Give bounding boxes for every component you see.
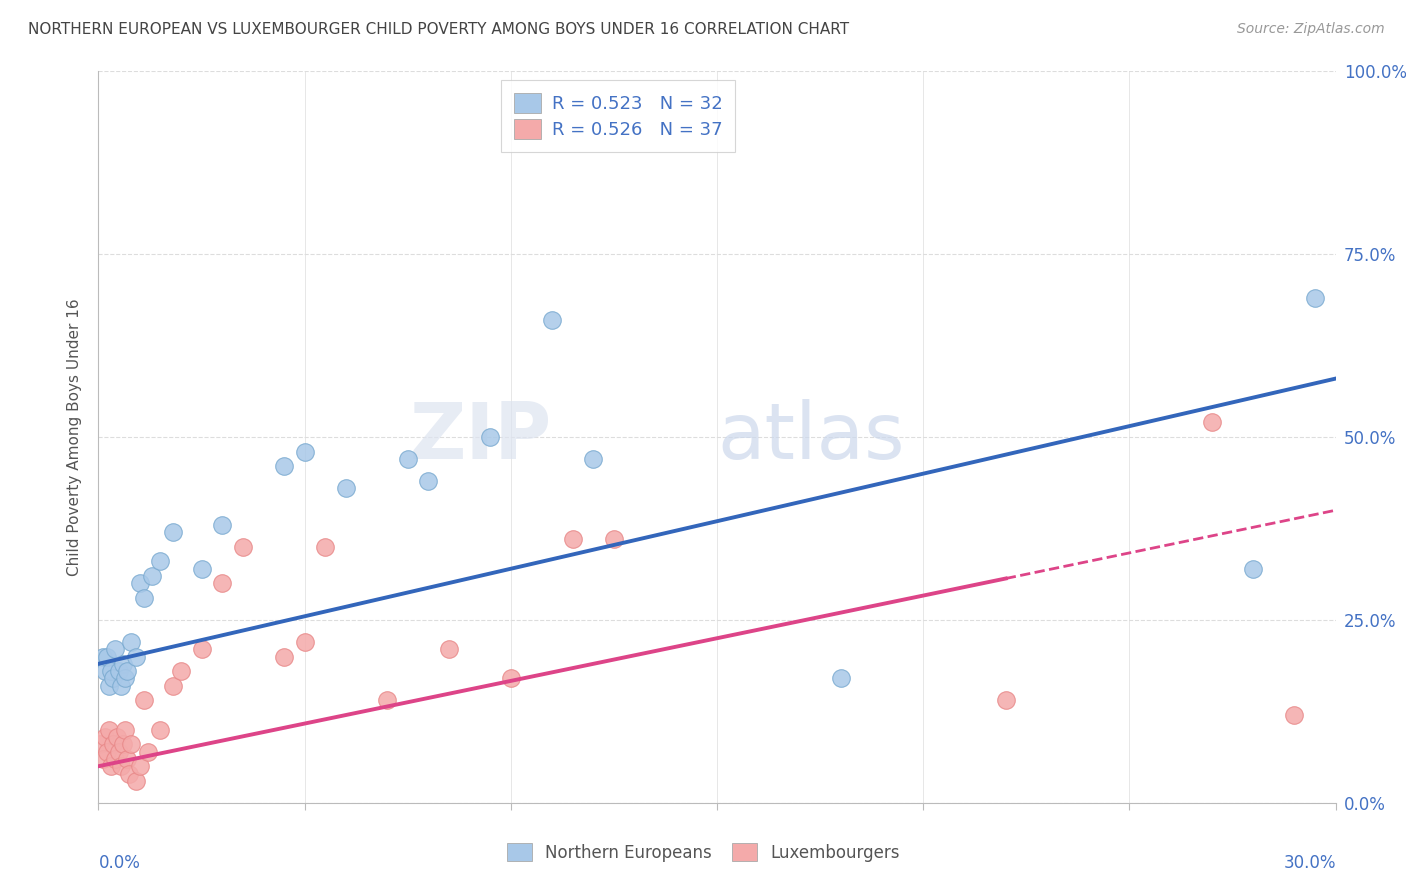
Point — [418, 474, 440, 488]
Point — [96, 745, 118, 759]
Point — [132, 693, 155, 707]
Point — [582, 452, 605, 467]
Text: Source: ZipAtlas.com: Source: ZipAtlas.com — [1237, 22, 1385, 37]
Point — [93, 730, 115, 744]
Point — [96, 649, 118, 664]
Point — [190, 642, 212, 657]
Point — [396, 452, 419, 467]
Point — [93, 664, 115, 678]
Point — [830, 672, 852, 686]
Point — [335, 481, 357, 495]
Point — [211, 576, 233, 591]
Point — [479, 430, 502, 444]
Point — [114, 672, 136, 686]
Point — [89, 737, 111, 751]
Point — [1303, 291, 1326, 305]
Point — [105, 730, 128, 744]
Point — [112, 737, 135, 751]
Point — [101, 737, 124, 751]
Point — [499, 672, 522, 686]
Point — [108, 745, 131, 759]
Point — [100, 759, 122, 773]
Point — [117, 752, 139, 766]
Point — [273, 459, 295, 474]
Point — [190, 562, 212, 576]
Legend: Northern Europeans, Luxembourgers: Northern Europeans, Luxembourgers — [498, 835, 908, 871]
Point — [128, 576, 150, 591]
Text: 0.0%: 0.0% — [98, 854, 141, 872]
Point — [136, 745, 159, 759]
Point — [1284, 708, 1306, 723]
Point — [91, 752, 114, 766]
Text: ZIP: ZIP — [409, 399, 553, 475]
Point — [104, 642, 127, 657]
Point — [91, 649, 114, 664]
Legend: R = 0.523   N = 32, R = 0.526   N = 37: R = 0.523 N = 32, R = 0.526 N = 37 — [501, 80, 735, 152]
Point — [211, 517, 233, 532]
Point — [170, 664, 193, 678]
Text: 30.0%: 30.0% — [1284, 854, 1336, 872]
Text: NORTHERN EUROPEAN VS LUXEMBOURGER CHILD POVERTY AMONG BOYS UNDER 16 CORRELATION : NORTHERN EUROPEAN VS LUXEMBOURGER CHILD … — [28, 22, 849, 37]
Point — [132, 591, 155, 605]
Point — [603, 533, 626, 547]
Point — [294, 635, 316, 649]
Point — [100, 664, 122, 678]
Point — [149, 723, 172, 737]
Point — [294, 444, 316, 458]
Point — [97, 723, 120, 737]
Point — [112, 657, 135, 671]
Point — [1201, 416, 1223, 430]
Point — [1241, 562, 1264, 576]
Point — [162, 525, 184, 540]
Point — [110, 759, 132, 773]
Point — [561, 533, 583, 547]
Point — [118, 766, 141, 780]
Point — [375, 693, 398, 707]
Point — [120, 635, 142, 649]
Point — [314, 540, 336, 554]
Point — [149, 554, 172, 568]
Point — [124, 773, 146, 788]
Point — [124, 649, 146, 664]
Point — [994, 693, 1017, 707]
Point — [110, 679, 132, 693]
Point — [141, 569, 163, 583]
Point — [114, 723, 136, 737]
Point — [128, 759, 150, 773]
Point — [437, 642, 460, 657]
Text: atlas: atlas — [717, 399, 904, 475]
Point — [120, 737, 142, 751]
Point — [101, 672, 124, 686]
Point — [273, 649, 295, 664]
Point — [108, 664, 131, 678]
Point — [162, 679, 184, 693]
Y-axis label: Child Poverty Among Boys Under 16: Child Poverty Among Boys Under 16 — [66, 298, 82, 576]
Point — [104, 752, 127, 766]
Point — [541, 313, 564, 327]
Point — [117, 664, 139, 678]
Point — [232, 540, 254, 554]
Point — [97, 679, 120, 693]
